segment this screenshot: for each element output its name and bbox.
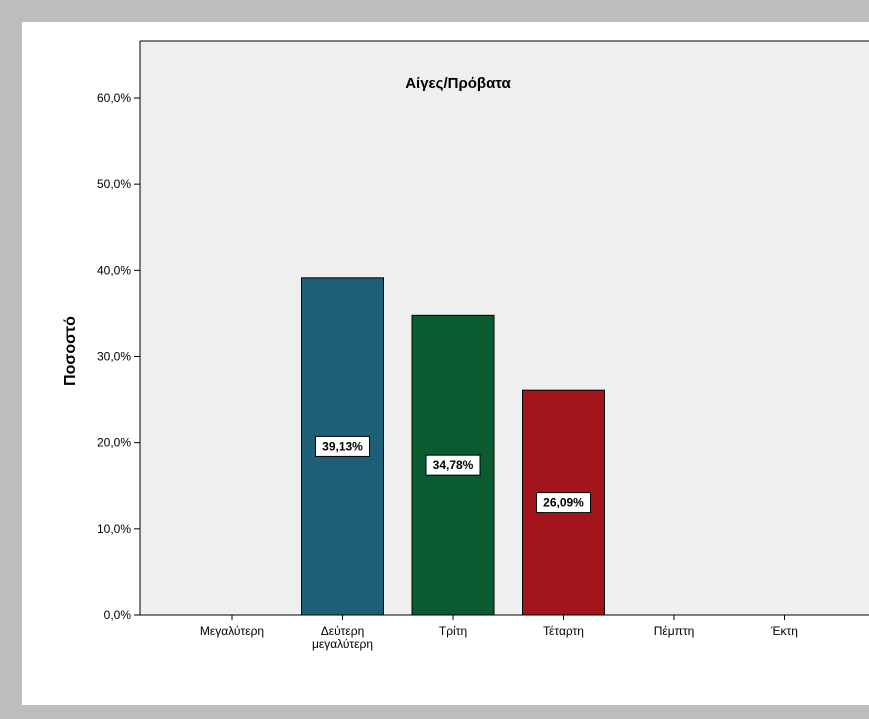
data-labels: 39,13% 34,78% 26,09% xyxy=(315,435,591,514)
y-tick-label: 10,0% xyxy=(97,522,131,536)
x-tick-label: Μεγαλύτερη xyxy=(200,624,264,638)
axes: 0,0% 10,0% 20,0% 30,0% 40,0% 50,0% 60,0% Μεγαλύ… xyxy=(97,40,869,651)
x-tick-label: Πέμπτη xyxy=(654,624,695,638)
y-tick-label: 60,0% xyxy=(97,91,131,105)
data-label-box xyxy=(425,454,481,476)
x-tick-label: Έκτη xyxy=(770,624,798,638)
data-label: 39,13% xyxy=(322,439,363,453)
x-tick-label: Δεύτερη μεγαλύτερη xyxy=(312,624,373,651)
y-tick-label: 50,0% xyxy=(97,177,131,191)
y-tick-label: 0,0% xyxy=(104,608,132,622)
y-tick-label: 20,0% xyxy=(97,436,131,450)
y-axis-label: Ποσοστό xyxy=(62,316,79,386)
chart-frame: 0,0% 10,0% 20,0% 30,0% 40,0% 50,0% 60,0% Μεγαλύ… xyxy=(22,22,869,705)
x-tick-label: Τρίτη xyxy=(439,624,467,638)
data-label: 34,78% xyxy=(433,458,474,472)
chart-title: Αίγες/Πρόβατα xyxy=(405,75,511,92)
x-tick-label: Τέταρτη xyxy=(543,624,584,638)
y-tick-label: 40,0% xyxy=(97,263,131,277)
y-tick-label: 30,0% xyxy=(97,350,131,364)
data-label: 26,09% xyxy=(543,496,584,510)
data-label-box xyxy=(315,435,370,457)
plot-area xyxy=(140,41,869,615)
bar-chart: 0,0% 10,0% 20,0% 30,0% 40,0% 50,0% 60,0% Μεγαλύ… xyxy=(62,40,869,651)
data-label-box xyxy=(536,492,591,514)
